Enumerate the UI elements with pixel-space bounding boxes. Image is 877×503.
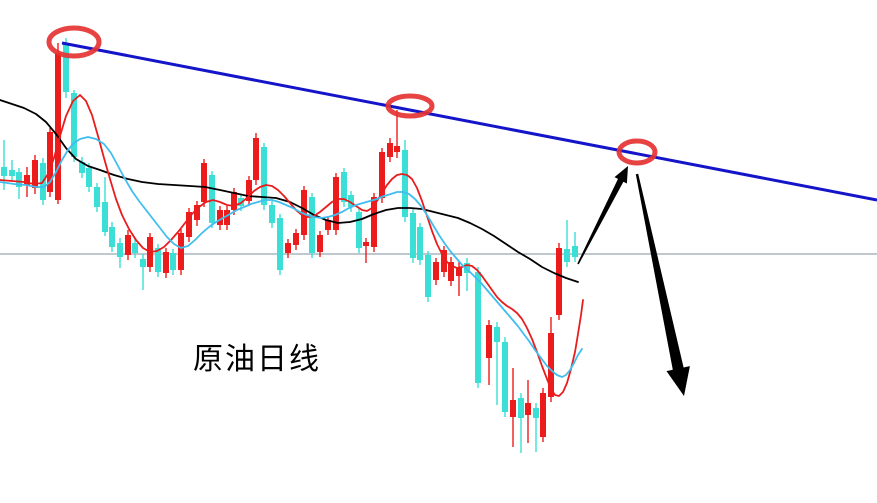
candle (533, 408, 539, 418)
candle (125, 235, 131, 255)
candle (224, 210, 230, 225)
candle (363, 242, 369, 246)
candle (269, 205, 275, 223)
candle (277, 218, 283, 270)
candle (132, 243, 138, 253)
candle (572, 246, 578, 257)
candle (201, 163, 207, 202)
candle (486, 325, 492, 358)
candle (325, 220, 331, 230)
candle (356, 212, 362, 248)
candle (9, 170, 15, 176)
highlight-ellipse-2 (385, 93, 435, 119)
candle (379, 152, 385, 198)
candle (178, 233, 184, 270)
candle (253, 138, 259, 180)
candle (494, 327, 500, 342)
candle (170, 253, 176, 270)
chart-title-label: 原油日线 (193, 342, 321, 377)
candle (410, 213, 416, 258)
candle (348, 195, 354, 207)
candle (333, 177, 339, 230)
candle (510, 400, 516, 417)
candle (155, 248, 161, 272)
candle (109, 227, 115, 247)
candle (540, 393, 546, 437)
candle (456, 268, 462, 276)
candle (441, 250, 447, 272)
candle (186, 212, 192, 237)
candle (32, 160, 38, 188)
candle (417, 227, 423, 260)
candle (502, 342, 508, 412)
candle (217, 210, 223, 225)
candle (246, 180, 252, 201)
candle (548, 333, 554, 397)
candle (293, 233, 299, 245)
candle (518, 398, 524, 418)
highlight-ellipse-1 (46, 25, 102, 59)
up-arrow (577, 166, 628, 265)
candle (301, 190, 307, 235)
candle (309, 197, 315, 253)
candle (425, 255, 431, 297)
candle (140, 259, 146, 267)
candle (47, 132, 53, 192)
ma-mid-line (0, 136, 583, 378)
candle (317, 235, 323, 252)
trendline (61, 41, 877, 202)
candle (464, 263, 470, 273)
candle (371, 197, 377, 247)
candle (394, 146, 400, 152)
candle (525, 403, 531, 415)
ma-fast-line (0, 94, 584, 397)
highlight-ellipse-3 (616, 138, 658, 166)
candle (433, 262, 439, 280)
candle (341, 172, 347, 202)
ma-slow-line (0, 99, 579, 283)
candle (387, 143, 393, 157)
candle (402, 150, 408, 217)
candle (71, 93, 77, 157)
candle (556, 248, 562, 315)
candle (16, 172, 22, 187)
candle (117, 243, 123, 257)
candle (55, 53, 61, 200)
down-arrow (635, 173, 690, 396)
candle (475, 272, 481, 383)
candle (448, 262, 454, 281)
candle (285, 243, 291, 253)
candle (1, 167, 7, 176)
candle (564, 249, 570, 262)
candle (79, 162, 85, 173)
candle (94, 187, 100, 207)
candle (86, 168, 92, 187)
candle (261, 147, 267, 205)
candle (231, 192, 237, 210)
candle (194, 205, 200, 220)
candle (24, 175, 30, 185)
candle (163, 252, 169, 273)
candle (63, 44, 69, 92)
candle (209, 175, 215, 223)
candle (102, 202, 108, 232)
